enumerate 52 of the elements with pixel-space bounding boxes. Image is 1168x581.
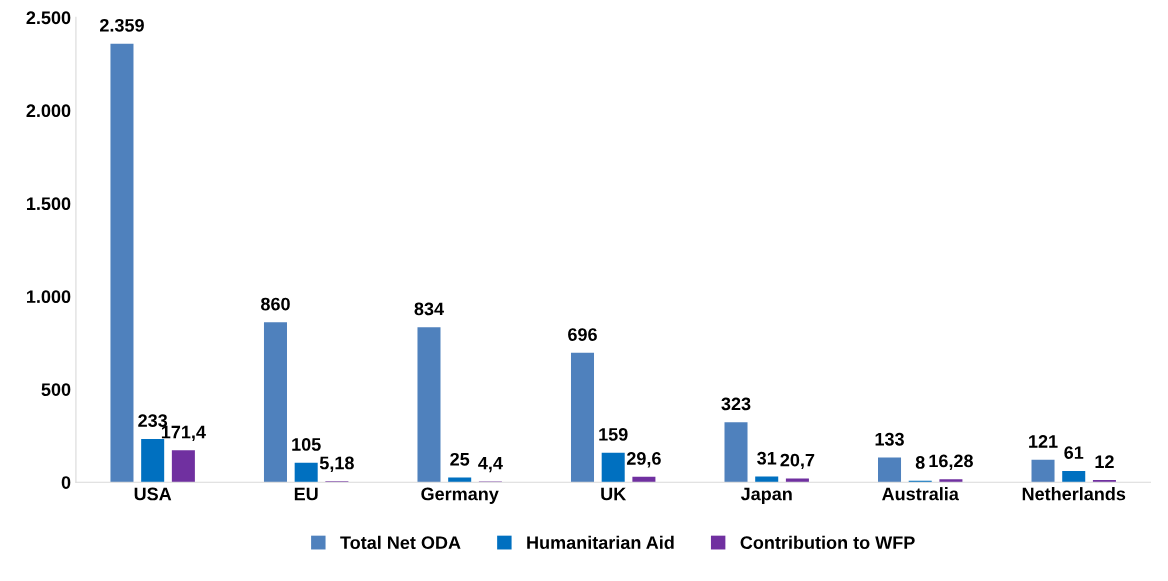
y-tick-label: 0 — [61, 476, 71, 489]
bar — [417, 327, 441, 483]
bar — [1031, 459, 1055, 483]
data-label: 31 — [757, 451, 777, 465]
bar — [724, 422, 748, 483]
data-label: 159 — [599, 427, 628, 441]
x-tick-label: Japan — [740, 487, 792, 504]
bar — [110, 43, 134, 483]
data-label: 25 — [450, 452, 470, 466]
bar — [632, 476, 656, 483]
data-label: 860 — [260, 297, 290, 311]
x-tick-label: Germany — [421, 487, 499, 504]
bar — [171, 450, 195, 483]
x-tick-label: USA — [134, 487, 172, 501]
data-label: 12 — [1095, 455, 1114, 468]
data-label: 16,28 — [929, 454, 973, 470]
data-label: 20,7 — [780, 453, 815, 470]
bar — [263, 322, 287, 483]
data-label: 696 — [568, 328, 597, 341]
y-tick-label: 1.000 — [27, 290, 71, 304]
bar — [939, 479, 963, 483]
bar — [1092, 480, 1116, 483]
data-label: 29,6 — [626, 452, 661, 468]
x-tick-label: UK — [601, 487, 627, 501]
data-label: 133 — [875, 432, 904, 446]
bar — [785, 478, 809, 483]
bar — [1062, 470, 1086, 483]
bar — [294, 462, 318, 483]
data-label: 105 — [292, 438, 321, 451]
x-tick-label: EU — [294, 487, 318, 501]
data-label: 323 — [721, 397, 751, 411]
y-tick-label: 500 — [41, 383, 71, 396]
data-label: 5,18 — [319, 456, 354, 472]
data-label: 2.359 — [100, 18, 144, 32]
bar — [755, 476, 779, 483]
bar — [878, 457, 902, 483]
data-label: 61 — [1064, 446, 1084, 459]
bar — [601, 452, 625, 483]
data-label: 8 — [915, 456, 925, 469]
data-label: 171,4 — [161, 425, 206, 442]
y-tick-label: 2.000 — [26, 104, 71, 118]
x-tick-label: Australia — [882, 487, 959, 501]
legend-label: Contribution to WFP — [740, 535, 915, 550]
x-tick-label: Netherlands — [1022, 487, 1126, 501]
data-label: 4,4 — [478, 456, 503, 473]
y-tick-label: 1.500 — [27, 197, 71, 211]
legend-label: Total Net ODA — [340, 535, 461, 550]
data-label: 834 — [414, 302, 444, 316]
bar — [570, 352, 595, 483]
y-tick-label: 2.500 — [26, 11, 71, 25]
legend-label: Humanitarian Aid — [527, 535, 674, 550]
data-label: 121 — [1029, 435, 1058, 448]
